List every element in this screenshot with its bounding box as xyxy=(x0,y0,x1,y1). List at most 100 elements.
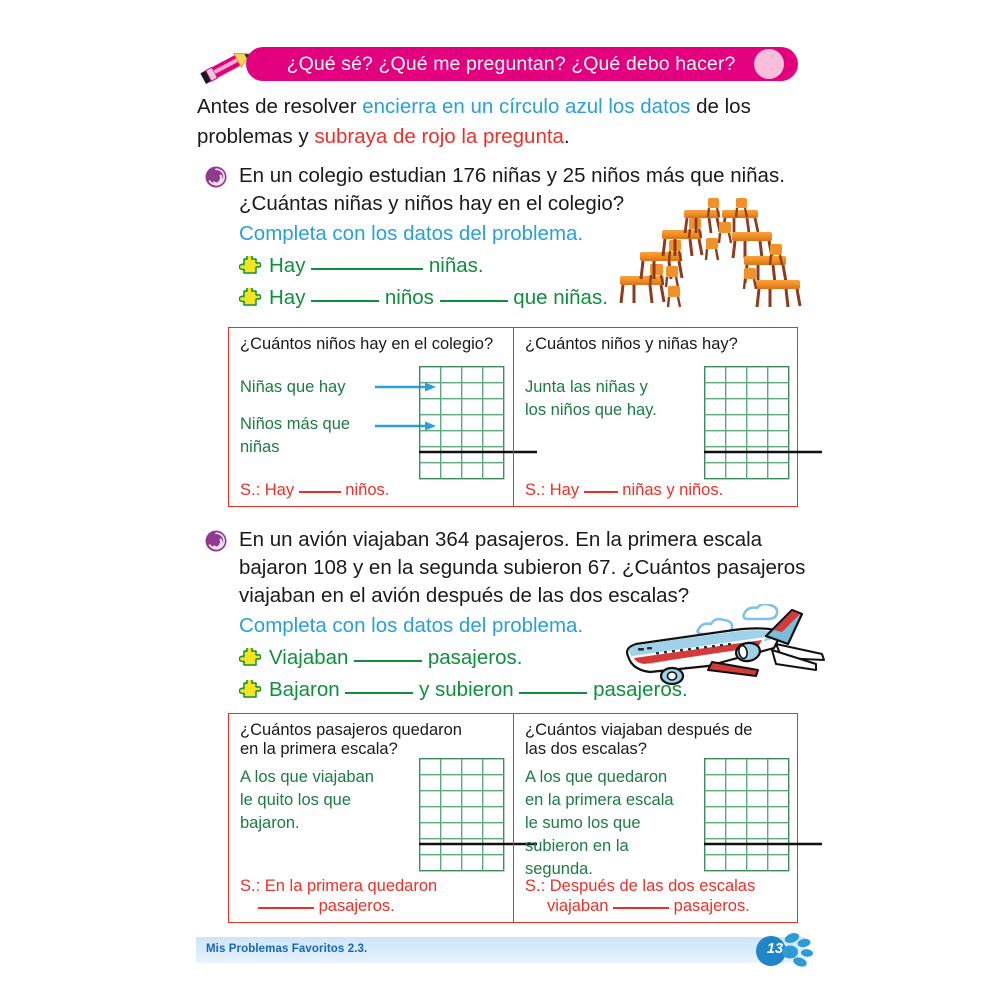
column-answer[interactable]: S.: Hay niñas y niños. xyxy=(525,480,791,500)
fill-2-before: Hay xyxy=(269,286,306,309)
question-line-2: las dos escalas? xyxy=(525,740,647,758)
puzzle-piece-icon xyxy=(239,256,261,274)
statement-line-1: En un avión viajaban 364 pasajeros. En l… xyxy=(239,528,763,551)
fill-1-blank-1[interactable] xyxy=(311,268,424,270)
column-question: ¿Cuántos pasajeros quedaron en la primer… xyxy=(240,721,505,759)
header-banner xyxy=(246,47,798,81)
fill-1-after: pasajeros. xyxy=(427,646,523,669)
paw-page-badge-icon xyxy=(756,933,813,967)
intro-red-phrase: subraya de rojo la pregunta xyxy=(314,125,564,148)
desc-line-2: le quito los que xyxy=(240,791,351,809)
intro-part2: de los problemas y xyxy=(197,95,751,148)
statement-line-2: ¿Cuántas niñas y niños hay en el colegio… xyxy=(239,192,625,215)
answer-box-1-col-1: ¿Cuántos niños hay en el colegio? Niñas … xyxy=(229,328,537,506)
answer-before: S.: Hay xyxy=(240,481,295,499)
answer-blank[interactable] xyxy=(258,907,314,909)
desc-line-5: segunda. xyxy=(525,860,593,878)
answer-blank[interactable] xyxy=(583,491,618,493)
fill-2-before: Bajaron xyxy=(269,678,340,701)
page-number: 13 xyxy=(766,941,784,957)
desc-line-2: los niños que hay. xyxy=(525,401,657,419)
fill-1-before: Viajaban xyxy=(269,646,349,669)
arrow-icon xyxy=(375,382,436,392)
calculation-grid[interactable] xyxy=(704,758,824,873)
school-desks-illustration xyxy=(619,198,802,308)
intro-part3: . xyxy=(563,125,570,148)
desc-line-2: Niños más que xyxy=(240,415,351,433)
answer-box-1: ¿Cuántos niños hay en el colegio? Niñas … xyxy=(228,327,822,507)
fill-1-blank-1[interactable] xyxy=(354,660,423,662)
answer-before: S.: Hay xyxy=(525,481,580,499)
answer-line-2[interactable]: pasajeros. xyxy=(240,896,507,916)
answer-box-1-col-2: ¿Cuántos niños y niñas hay? Junta las ni… xyxy=(513,328,822,506)
fill-2-blank-2[interactable] xyxy=(439,300,508,302)
answer-after: pasajeros. xyxy=(673,897,750,915)
fill-1-before: Hay xyxy=(269,254,306,277)
fill-2-blank-2[interactable] xyxy=(519,692,588,694)
answer-after: pasajeros. xyxy=(318,897,395,915)
answer-blank[interactable] xyxy=(298,491,341,493)
fill-2-mid: y subieron xyxy=(419,678,514,701)
desc-line-1: A los que quedaron xyxy=(525,768,668,786)
column-answer[interactable]: S.: Hay niños. xyxy=(240,480,507,500)
column-question: ¿Cuántos viajaban después de las dos esc… xyxy=(525,721,789,759)
problem-1-instruction: Completa con los datos del problema. xyxy=(239,222,584,245)
column-answer[interactable]: S.: En la primera quedaron pasajeros. xyxy=(240,876,507,916)
problem-2-statement: En un avión viajaban 364 pasajeros. En l… xyxy=(239,526,819,610)
puzzle-piece-icon xyxy=(239,680,261,698)
fill-2-blank-1[interactable] xyxy=(311,300,380,302)
answer-before-2: viajaban xyxy=(547,897,609,915)
puzzle-piece-icon xyxy=(239,288,261,306)
question-line-1: ¿Cuántos pasajeros quedaron xyxy=(240,721,462,739)
answer-blank[interactable] xyxy=(613,907,670,909)
puzzle-piece-icon xyxy=(239,648,261,666)
fill-1-after: niñas. xyxy=(428,254,484,277)
desc-line-4: subieron en la xyxy=(525,837,629,855)
intro-paragraph: Antes de resolver encierra en un círculo… xyxy=(197,92,817,152)
desc-line-1: A los que viajaban xyxy=(240,768,374,786)
column-question: ¿Cuántos niños y niñas hay? xyxy=(525,335,738,353)
problem-1-fill-2[interactable]: Hay niños que niñas. xyxy=(239,283,829,312)
banner-title: ¿Qué sé? ¿Qué me preguntan? ¿Qué debo ha… xyxy=(286,53,736,75)
column-answer[interactable]: S.: Después de las dos escalas viajaban … xyxy=(525,876,791,916)
answer-line-2[interactable]: viajaban pasajeros. xyxy=(525,896,791,916)
problem-2-fill-1[interactable]: Viajaban pasajeros. xyxy=(239,643,829,672)
problem-2-instruction: Completa con los datos del problema. xyxy=(239,614,584,637)
column-description: Junta las niñas y los niños que hay. xyxy=(525,376,700,422)
footer-bar xyxy=(196,937,806,963)
answer-line-1: S.: Después de las dos escalas xyxy=(525,877,756,895)
banner-end-dot-icon xyxy=(754,49,784,79)
problem-2-fill-2[interactable]: Bajaron y subieron pasajeros. xyxy=(239,675,829,704)
answer-box-2-col-1: ¿Cuántos pasajeros quedaron en la primer… xyxy=(229,714,537,922)
desc-line-3: niñas xyxy=(240,438,280,456)
column-description: A los que viajaban le quito los que baja… xyxy=(240,766,415,835)
arrow-icon xyxy=(375,421,436,431)
header: ¿Qué sé? ¿Qué me preguntan? ¿Qué debo ha… xyxy=(196,44,806,88)
pencil-icon xyxy=(200,52,251,84)
question-line-1: ¿Cuántos viajaban después de xyxy=(525,721,753,739)
desc-line-2: en la primera escala xyxy=(525,791,674,809)
calculation-grid[interactable] xyxy=(419,366,539,481)
footer-label: Mis Problemas Favoritos 2.3. xyxy=(206,943,368,955)
answer-line-1: S.: En la primera quedaron xyxy=(240,877,438,895)
column-question: ¿Cuántos niños hay en el colegio? xyxy=(240,335,494,353)
fill-2-after: que niñas. xyxy=(513,286,608,309)
intro-part1: Antes de resolver xyxy=(197,95,363,118)
spiral-bullet-icon xyxy=(205,166,227,188)
problem-2-body: En un avión viajaban 364 pasajeros. En l… xyxy=(239,526,829,704)
fill-2-mid: niños xyxy=(384,286,434,309)
question-line-2: en la primera escala? xyxy=(240,740,398,758)
fill-2-blank-1[interactable] xyxy=(345,692,414,694)
column-description: Niñas que hay Niños más que niñas xyxy=(240,376,415,459)
problem-1-fill-1[interactable]: Hay niñas. xyxy=(239,251,829,280)
spiral-bullet-icon xyxy=(205,530,227,552)
problem-1-body: En un colegio estudian 176 niñas y 25 ni… xyxy=(239,162,829,312)
calculation-grid[interactable] xyxy=(419,758,539,873)
desc-line-3: bajaron. xyxy=(240,814,300,832)
calculation-grid[interactable] xyxy=(704,366,824,481)
airplane-illustration xyxy=(625,604,825,686)
statement-line-3: viajaban en el avión después de las dos … xyxy=(239,584,690,607)
column-description: A los que quedaron en la primera escala … xyxy=(525,766,700,881)
desc-line-1: Junta las niñas y xyxy=(525,378,648,396)
